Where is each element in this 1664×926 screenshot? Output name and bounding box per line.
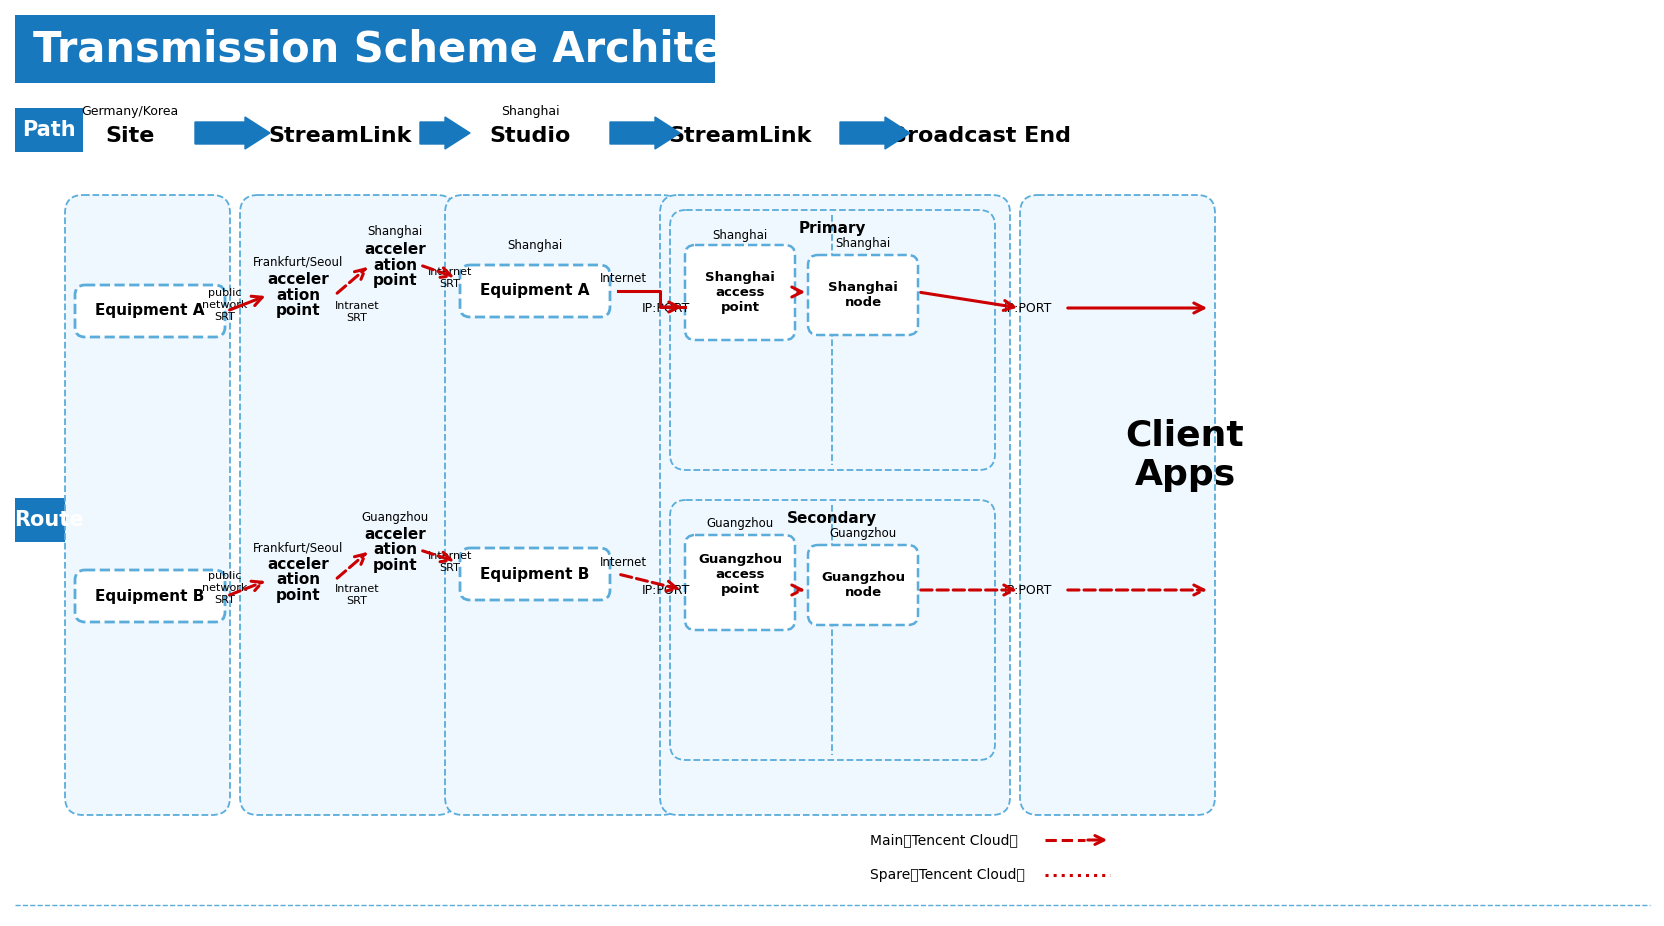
Text: Guangzhou
access
point: Guangzhou access point [697, 554, 782, 596]
Text: acceler
ation
point: acceler ation point [268, 272, 329, 319]
FancyBboxPatch shape [459, 548, 611, 600]
Text: Shanghai: Shanghai [835, 236, 890, 249]
Text: public
network
SRT: public network SRT [203, 288, 248, 321]
Text: IP:PORT: IP:PORT [1003, 583, 1052, 596]
FancyBboxPatch shape [75, 285, 225, 337]
Text: Shanghai: Shanghai [508, 239, 562, 252]
FancyBboxPatch shape [15, 498, 83, 542]
Text: Shanghai
access
point: Shanghai access point [706, 270, 775, 314]
Text: Shanghai: Shanghai [712, 229, 767, 242]
FancyBboxPatch shape [661, 195, 1010, 815]
Text: IP:PORT: IP:PORT [1003, 302, 1052, 315]
Text: IP:PORT: IP:PORT [642, 302, 691, 315]
Text: Frankfurt/Seoul: Frankfurt/Seoul [253, 256, 343, 269]
Text: Site: Site [105, 126, 155, 146]
Text: Guangzhou: Guangzhou [707, 517, 774, 530]
Text: acceler
ation
point: acceler ation point [364, 527, 426, 573]
Text: Guangzhou
node: Guangzhou node [820, 571, 905, 599]
Text: Guangzhou: Guangzhou [829, 527, 897, 540]
Text: Intranet
SRT: Intranet SRT [334, 584, 379, 606]
FancyBboxPatch shape [65, 195, 230, 815]
FancyArrow shape [195, 117, 270, 149]
Text: Guangzhou: Guangzhou [361, 511, 429, 524]
Text: StreamLink: StreamLink [669, 126, 812, 146]
Text: Internet: Internet [599, 556, 647, 569]
FancyBboxPatch shape [671, 500, 995, 760]
FancyBboxPatch shape [671, 210, 995, 470]
Text: Path: Path [22, 120, 77, 140]
Text: Transmission Scheme Architecture: Transmission Scheme Architecture [33, 28, 845, 70]
Text: Shanghai
node: Shanghai node [829, 281, 899, 309]
FancyBboxPatch shape [459, 265, 611, 317]
FancyBboxPatch shape [686, 245, 795, 340]
FancyBboxPatch shape [15, 108, 83, 152]
Text: Equipment A: Equipment A [95, 304, 205, 319]
FancyBboxPatch shape [809, 255, 919, 335]
Text: Studio: Studio [489, 126, 571, 146]
Text: acceler
ation
point: acceler ation point [364, 242, 426, 288]
Text: Broadcast End: Broadcast End [890, 126, 1070, 146]
Text: Intranet
SRT: Intranet SRT [334, 301, 379, 323]
FancyArrow shape [419, 117, 469, 149]
Text: Secondary: Secondary [787, 510, 877, 525]
FancyBboxPatch shape [444, 195, 681, 815]
Text: Equipment B: Equipment B [95, 589, 205, 604]
FancyBboxPatch shape [240, 195, 454, 815]
Text: Internet: Internet [599, 272, 647, 285]
Text: Route: Route [15, 510, 83, 530]
FancyBboxPatch shape [15, 15, 716, 83]
Text: Primary: Primary [799, 220, 867, 235]
Text: public
network
SRT: public network SRT [203, 571, 248, 605]
Text: Germany/Korea: Germany/Korea [82, 106, 178, 119]
Text: acceler
ation
point: acceler ation point [268, 557, 329, 603]
Text: Internet
SRT: Internet SRT [428, 551, 473, 573]
FancyBboxPatch shape [75, 570, 225, 622]
Text: Client
Apps: Client Apps [1125, 419, 1245, 492]
Text: Main【Tencent Cloud】: Main【Tencent Cloud】 [870, 833, 1018, 847]
FancyBboxPatch shape [1020, 195, 1215, 815]
Text: Shanghai: Shanghai [501, 106, 559, 119]
Text: Shanghai: Shanghai [368, 226, 423, 239]
Text: Equipment A: Equipment A [481, 283, 589, 298]
Text: StreamLink: StreamLink [268, 126, 411, 146]
FancyArrow shape [611, 117, 681, 149]
Text: Frankfurt/Seoul: Frankfurt/Seoul [253, 542, 343, 555]
FancyArrow shape [840, 117, 910, 149]
Text: Internet
SRT: Internet SRT [428, 268, 473, 289]
Text: Equipment B: Equipment B [481, 567, 589, 582]
FancyBboxPatch shape [809, 545, 919, 625]
Text: Spare【Tencent Cloud】: Spare【Tencent Cloud】 [870, 868, 1025, 882]
FancyBboxPatch shape [686, 535, 795, 630]
Text: IP:PORT: IP:PORT [642, 583, 691, 596]
